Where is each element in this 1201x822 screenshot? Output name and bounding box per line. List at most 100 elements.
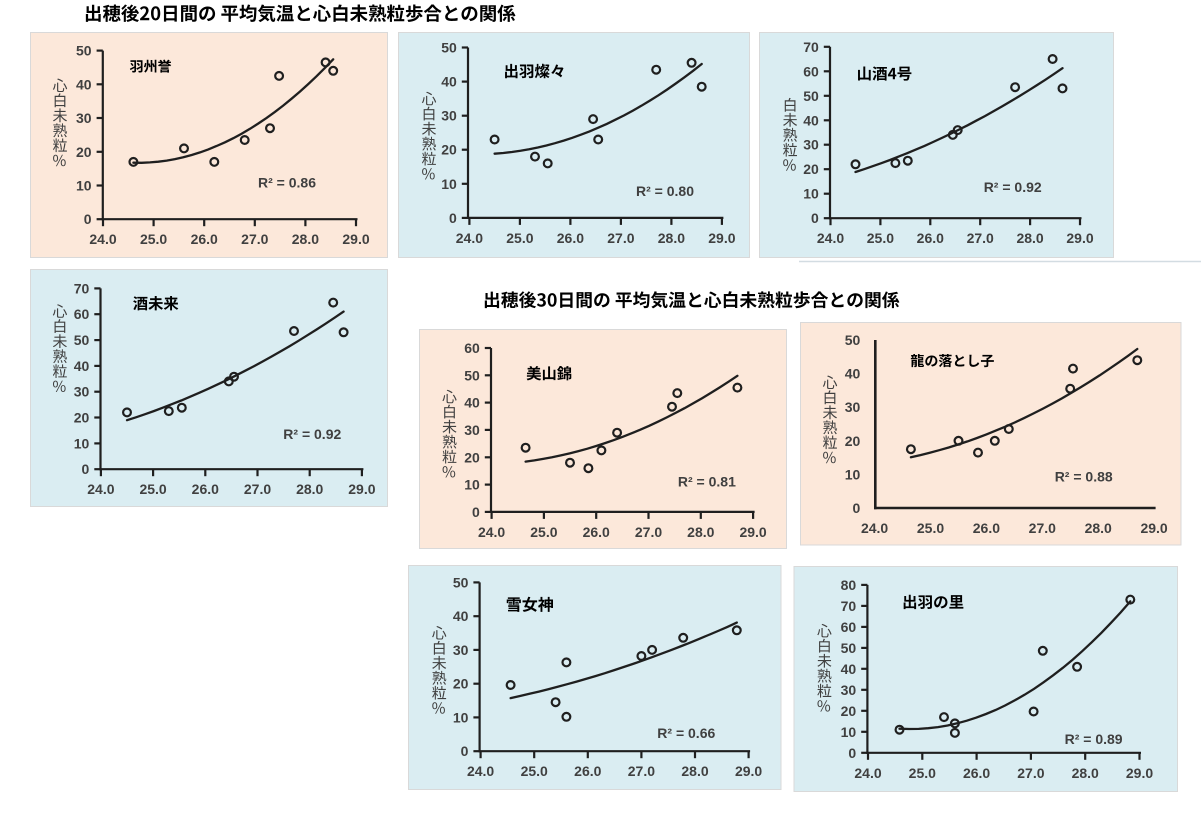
svg-text:26.0: 26.0 bbox=[192, 481, 219, 497]
svg-text:R² = 0.66: R² = 0.66 bbox=[657, 725, 715, 741]
svg-text:27.0: 27.0 bbox=[628, 763, 655, 779]
svg-text:25.0: 25.0 bbox=[909, 765, 936, 781]
svg-text:0: 0 bbox=[472, 504, 480, 520]
svg-text:20: 20 bbox=[464, 449, 480, 465]
svg-text:80: 80 bbox=[841, 577, 857, 593]
svg-text:0: 0 bbox=[848, 745, 856, 761]
svg-text:30: 30 bbox=[845, 399, 861, 415]
svg-text:R² = 0.81: R² = 0.81 bbox=[678, 474, 736, 490]
svg-text:10: 10 bbox=[453, 709, 469, 725]
svg-text:26.0: 26.0 bbox=[191, 231, 218, 247]
svg-text:24.0: 24.0 bbox=[817, 230, 844, 246]
svg-text:28.0: 28.0 bbox=[296, 481, 323, 497]
svg-text:27.0: 27.0 bbox=[1029, 520, 1056, 536]
svg-text:26.0: 26.0 bbox=[557, 230, 584, 246]
svg-text:50: 50 bbox=[453, 574, 469, 590]
svg-text:60: 60 bbox=[464, 340, 480, 356]
svg-text:10: 10 bbox=[845, 466, 861, 482]
svg-text:29.0: 29.0 bbox=[348, 481, 375, 497]
svg-text:40: 40 bbox=[464, 395, 480, 411]
svg-text:20: 20 bbox=[803, 161, 819, 177]
svg-text:24.0: 24.0 bbox=[456, 230, 483, 246]
svg-text:24.0: 24.0 bbox=[854, 765, 881, 781]
svg-text:26.0: 26.0 bbox=[963, 765, 990, 781]
svg-text:0: 0 bbox=[82, 461, 90, 477]
svg-text:20: 20 bbox=[74, 410, 90, 426]
svg-text:30: 30 bbox=[441, 108, 457, 124]
svg-text:0: 0 bbox=[461, 743, 469, 759]
svg-text:0: 0 bbox=[449, 210, 457, 226]
svg-text:R² = 0.88: R² = 0.88 bbox=[1055, 469, 1113, 485]
svg-text:28.0: 28.0 bbox=[687, 524, 714, 540]
svg-text:28.0: 28.0 bbox=[1072, 765, 1099, 781]
svg-text:30: 30 bbox=[464, 422, 480, 438]
svg-text:30: 30 bbox=[76, 110, 92, 126]
svg-text:20: 20 bbox=[841, 703, 857, 719]
svg-text:R² = 0.80: R² = 0.80 bbox=[636, 183, 694, 199]
svg-text:28.0: 28.0 bbox=[1016, 230, 1043, 246]
svg-text:70: 70 bbox=[803, 39, 819, 55]
svg-text:24.0: 24.0 bbox=[478, 524, 505, 540]
svg-text:60: 60 bbox=[803, 63, 819, 79]
svg-text:26.0: 26.0 bbox=[583, 524, 610, 540]
svg-text:50: 50 bbox=[76, 43, 92, 59]
svg-text:27.0: 27.0 bbox=[607, 230, 634, 246]
svg-text:0: 0 bbox=[84, 211, 92, 227]
svg-text:30: 30 bbox=[453, 642, 469, 658]
svg-text:29.0: 29.0 bbox=[1140, 520, 1167, 536]
svg-text:25.0: 25.0 bbox=[867, 230, 894, 246]
svg-text:27.0: 27.0 bbox=[244, 481, 271, 497]
svg-text:40: 40 bbox=[845, 366, 861, 382]
svg-text:10: 10 bbox=[74, 435, 90, 451]
svg-text:50: 50 bbox=[464, 367, 480, 383]
svg-text:24.0: 24.0 bbox=[467, 763, 494, 779]
svg-text:40: 40 bbox=[453, 608, 469, 624]
svg-text:24.0: 24.0 bbox=[89, 231, 116, 247]
svg-text:40: 40 bbox=[441, 74, 457, 90]
svg-text:20: 20 bbox=[453, 676, 469, 692]
svg-text:29.0: 29.0 bbox=[1126, 765, 1153, 781]
svg-text:50: 50 bbox=[845, 332, 861, 348]
svg-text:29.0: 29.0 bbox=[735, 763, 762, 779]
svg-text:60: 60 bbox=[841, 619, 857, 635]
svg-text:10: 10 bbox=[803, 186, 819, 202]
svg-text:27.0: 27.0 bbox=[1017, 765, 1044, 781]
svg-text:50: 50 bbox=[841, 640, 857, 656]
svg-text:25.0: 25.0 bbox=[506, 230, 533, 246]
svg-text:24.0: 24.0 bbox=[87, 481, 114, 497]
svg-text:26.0: 26.0 bbox=[973, 520, 1000, 536]
svg-text:40: 40 bbox=[74, 358, 90, 374]
svg-text:0: 0 bbox=[853, 500, 861, 516]
svg-text:28.0: 28.0 bbox=[658, 230, 685, 246]
svg-text:40: 40 bbox=[841, 661, 857, 677]
svg-text:28.0: 28.0 bbox=[1085, 520, 1112, 536]
svg-text:R² = 0.92: R² = 0.92 bbox=[283, 426, 341, 442]
svg-text:40: 40 bbox=[76, 76, 92, 92]
svg-text:R² = 0.86: R² = 0.86 bbox=[258, 175, 316, 191]
svg-text:70: 70 bbox=[841, 598, 857, 614]
svg-text:40: 40 bbox=[803, 112, 819, 128]
svg-text:29.0: 29.0 bbox=[739, 524, 766, 540]
svg-text:27.0: 27.0 bbox=[241, 231, 268, 247]
svg-text:28.0: 28.0 bbox=[681, 763, 708, 779]
svg-text:28.0: 28.0 bbox=[292, 231, 319, 247]
svg-text:29.0: 29.0 bbox=[708, 230, 735, 246]
svg-text:20: 20 bbox=[845, 433, 861, 449]
svg-text:30: 30 bbox=[74, 384, 90, 400]
svg-text:25.0: 25.0 bbox=[521, 763, 548, 779]
svg-text:24.0: 24.0 bbox=[861, 520, 888, 536]
svg-text:27.0: 27.0 bbox=[635, 524, 662, 540]
svg-text:29.0: 29.0 bbox=[1066, 230, 1093, 246]
svg-text:25.0: 25.0 bbox=[140, 231, 167, 247]
svg-text:50: 50 bbox=[74, 332, 90, 348]
svg-text:10: 10 bbox=[464, 477, 480, 493]
svg-text:25.0: 25.0 bbox=[139, 481, 166, 497]
svg-text:10: 10 bbox=[841, 724, 857, 740]
svg-text:20: 20 bbox=[441, 142, 457, 158]
svg-text:60: 60 bbox=[74, 306, 90, 322]
svg-text:R² = 0.89: R² = 0.89 bbox=[1065, 731, 1123, 747]
svg-text:30: 30 bbox=[841, 682, 857, 698]
svg-text:50: 50 bbox=[803, 88, 819, 104]
svg-text:20: 20 bbox=[76, 144, 92, 160]
svg-text:10: 10 bbox=[76, 178, 92, 194]
